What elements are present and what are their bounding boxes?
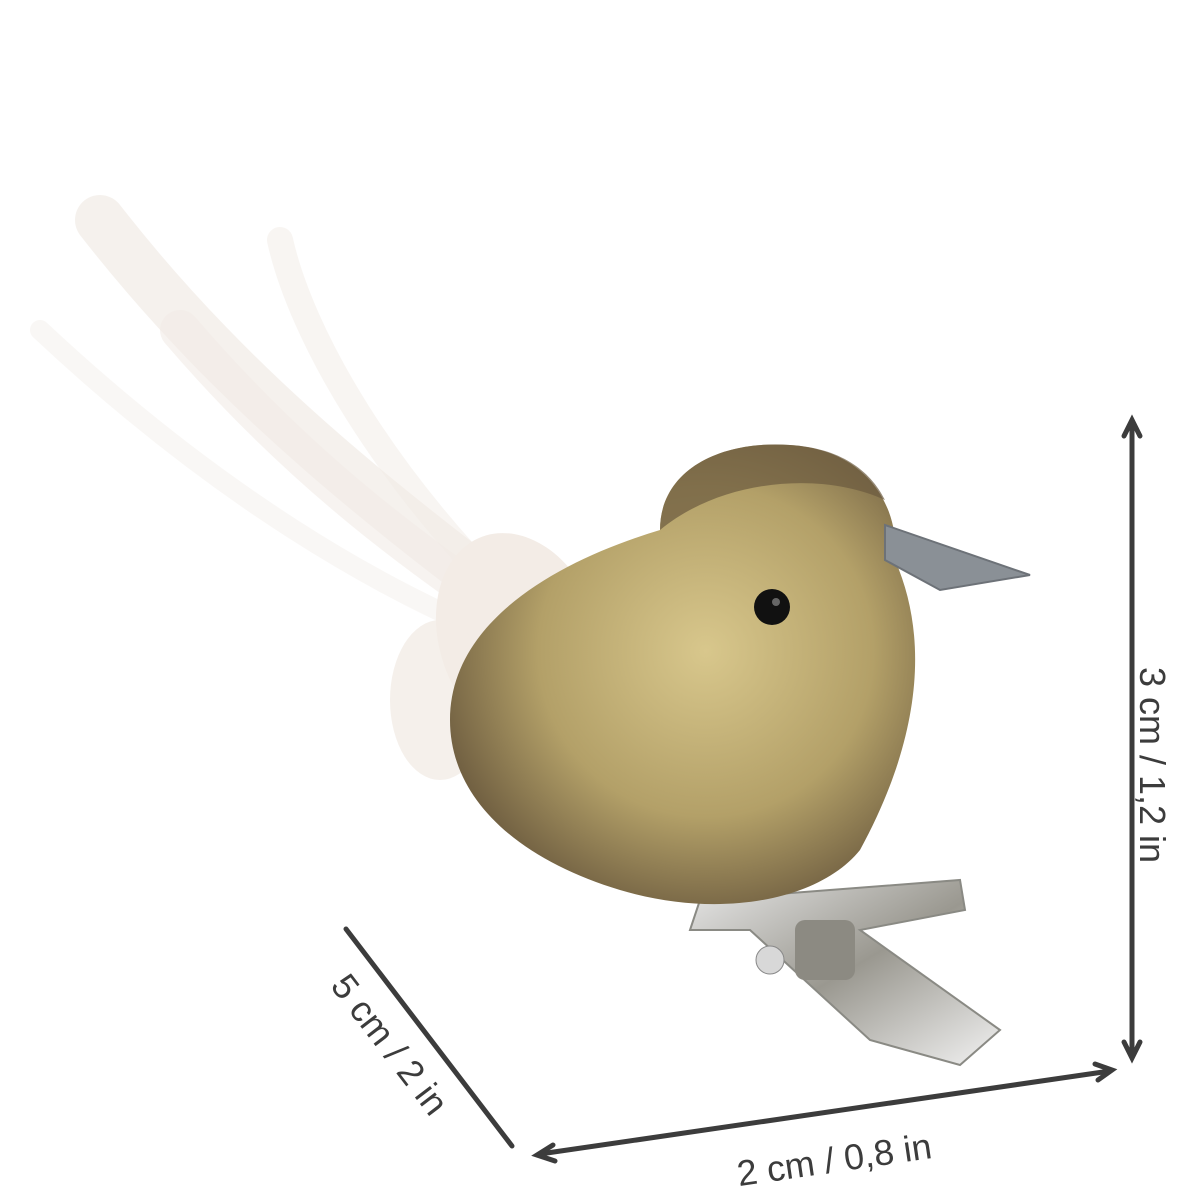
metal-clip [688, 878, 1002, 1067]
eye [754, 589, 790, 625]
glitter-bird-body [450, 444, 916, 905]
dimension-lines [343, 414, 1143, 1164]
beak [884, 523, 1031, 592]
width-label: 2 cm / 0,8 in [734, 1125, 934, 1194]
height-label: 3 cm / 1,2 in [1132, 667, 1173, 863]
